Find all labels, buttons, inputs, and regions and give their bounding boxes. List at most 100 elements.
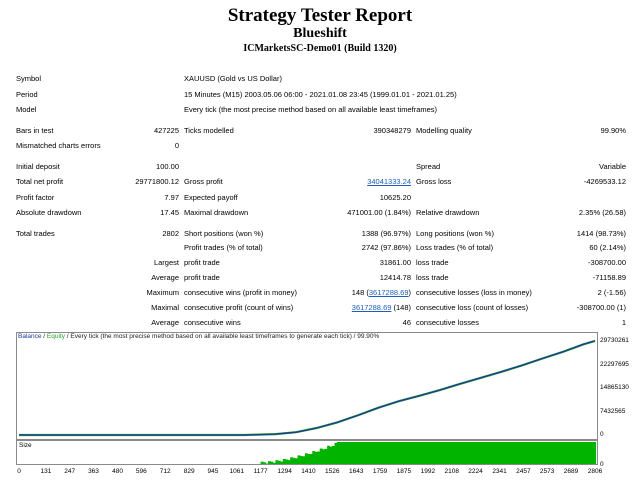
size-bar	[290, 457, 294, 464]
grossprofit-link[interactable]: 34041333.24	[367, 177, 411, 186]
y-tick-label: 22297695	[600, 360, 629, 368]
model-label: Model	[16, 105, 37, 114]
size-bar	[393, 442, 397, 464]
size-bar	[497, 442, 500, 464]
size-bar	[263, 462, 266, 464]
avg-cl-label: consecutive losses	[416, 318, 479, 327]
size-bar	[580, 442, 584, 464]
size-bar	[541, 442, 545, 464]
short-label: Short positions (won %)	[184, 229, 264, 238]
largest-loss-label: loss trade	[416, 258, 449, 267]
maxdd-label: Maximal drawdown	[184, 208, 249, 217]
size-bar	[470, 442, 473, 464]
size-bar	[410, 442, 414, 464]
size-bar	[494, 442, 498, 464]
size-bar	[268, 461, 271, 464]
size-bar	[403, 442, 407, 464]
size-bar	[272, 462, 276, 464]
size-bar	[376, 442, 380, 464]
reldd-value: 2.35% (26.58)	[578, 208, 626, 217]
x-tick-label: 829	[183, 468, 195, 475]
size-bar	[317, 451, 321, 464]
size-bar	[435, 442, 439, 464]
ticks-value: 390348279	[373, 126, 411, 135]
lt-value: 60 (2.14%)	[589, 243, 626, 252]
x-tick-label: 1759	[372, 468, 388, 475]
size-bar	[585, 442, 589, 464]
size-bar	[460, 442, 463, 464]
size-bar	[467, 442, 471, 464]
size-bar	[408, 442, 412, 464]
size-bar	[524, 442, 528, 464]
legend-rest: / Every tick (the most precise method ba…	[65, 333, 380, 340]
size-bar	[502, 442, 505, 464]
bars-label: Bars in test	[16, 126, 54, 135]
pf-value: 7.97	[164, 193, 179, 202]
avg-loss-label: loss trade	[416, 273, 449, 282]
size-bar	[322, 449, 326, 464]
size-bar	[391, 442, 395, 464]
bars-value: 427225	[153, 126, 179, 135]
trades-value: 2802	[162, 229, 179, 238]
legend-sep: /	[41, 333, 47, 340]
size-bar	[413, 442, 417, 464]
size-bar	[373, 442, 377, 464]
mismatch-label: Mismatched charts errors	[16, 141, 101, 150]
size-bar	[396, 442, 399, 464]
max-cl-value: 2 (-1.56)	[597, 288, 626, 297]
size-bar	[354, 442, 358, 464]
size-bar	[482, 442, 486, 464]
balance-chart	[16, 332, 598, 440]
size-bar	[260, 461, 264, 464]
size-panel	[16, 440, 598, 465]
x-tick-label: 1643	[349, 468, 364, 475]
symbol-label: Symbol	[16, 74, 42, 83]
size-bar	[349, 442, 353, 464]
size-bar	[534, 442, 537, 464]
size-bar	[556, 442, 560, 464]
grossloss-label: Gross loss	[416, 177, 452, 186]
payoff-label: Expected payoff	[184, 193, 238, 202]
size-bar	[539, 442, 542, 464]
size-bar	[506, 442, 510, 464]
size-bar	[571, 442, 574, 464]
maximal-cp-label: consecutive profit (count of wins)	[184, 303, 294, 312]
size-bar	[314, 451, 318, 464]
size-bar	[425, 442, 429, 464]
size-bar	[280, 461, 284, 464]
x-tick-label: 363	[88, 468, 99, 475]
deposit-value: 100.00	[156, 162, 179, 171]
size-bar	[324, 448, 328, 464]
size-bar	[356, 442, 360, 464]
size-bar	[452, 442, 456, 464]
size-bar	[440, 442, 444, 464]
size-bar	[457, 442, 461, 464]
average-label: Average	[151, 273, 179, 282]
size-bar	[553, 442, 557, 464]
x-tick-label: 596	[135, 468, 147, 475]
deposit-label: Initial deposit	[16, 162, 60, 171]
netprofit-label: Total net profit	[16, 177, 64, 186]
equity-line	[19, 339, 596, 437]
balance-chart-plot	[19, 339, 596, 437]
x-tick-label: 2806	[587, 468, 603, 475]
largest-profit-value: 31861.00	[379, 258, 411, 267]
max-cw-label: consecutive wins (profit in money)	[184, 288, 297, 297]
size-bar	[477, 442, 481, 464]
model-value: Every tick (the most precise method base…	[184, 105, 438, 114]
largest-label: Largest	[153, 258, 179, 267]
size-bar	[568, 442, 572, 464]
max-cw-money-link[interactable]: 3617288.69	[368, 288, 409, 297]
maximal-cp-money-link[interactable]: 3617288.69	[351, 303, 392, 312]
size-bar	[307, 454, 311, 464]
size-bar	[420, 442, 424, 464]
size-bar	[346, 442, 350, 464]
size-bar	[428, 442, 431, 464]
size-bar	[593, 442, 597, 464]
legend-equity: Equity	[46, 333, 65, 340]
size-bar	[566, 442, 569, 464]
size-bar	[430, 442, 434, 464]
size-bar	[329, 446, 333, 464]
y-tick-label: 14865130	[600, 384, 629, 391]
pt-value: 2742 (97.86%)	[361, 243, 411, 252]
